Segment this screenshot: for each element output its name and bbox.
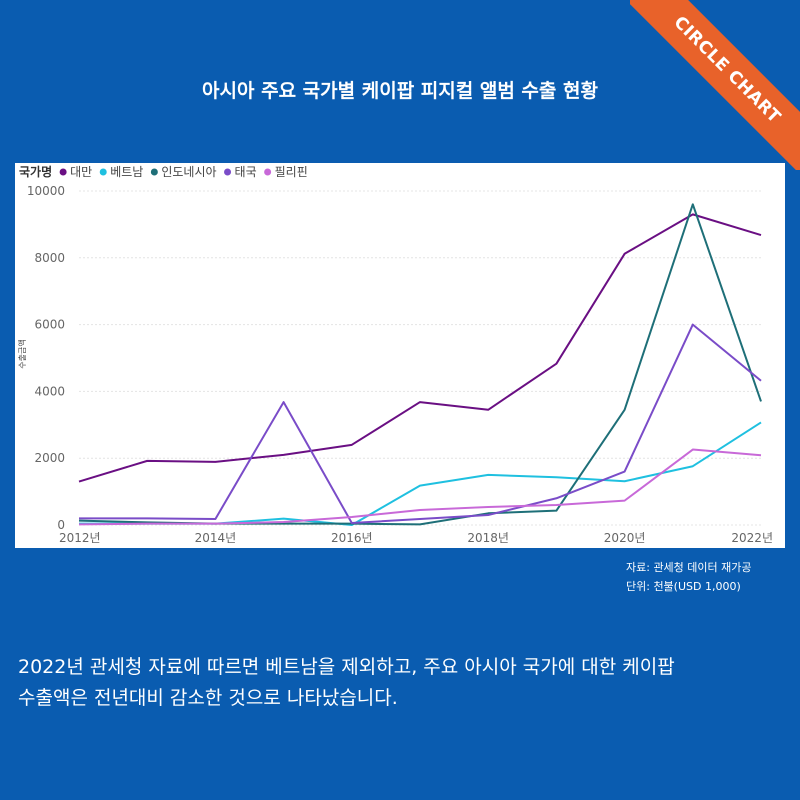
legend-label: 태국 bbox=[235, 165, 257, 179]
unit-line: 단위: 천불(USD 1,000) bbox=[626, 580, 741, 593]
x-tick-label: 2018년 bbox=[467, 531, 509, 545]
x-tick-label: 2020년 bbox=[604, 531, 646, 545]
summary-line: 2022년 관세청 자료에 따르면 베트남을 제외하고, 주요 아시아 국가에 … bbox=[18, 656, 675, 678]
x-tick-label: 2014년 bbox=[195, 531, 237, 545]
y-tick-label: 0 bbox=[57, 518, 65, 532]
y-tick-label: 8000 bbox=[34, 251, 65, 265]
legend-swatch bbox=[264, 168, 272, 176]
legend-label: 대만 bbox=[70, 165, 92, 179]
source-note: 자료: 관세청 데이터 재가공 단위: 천불(USD 1,000) bbox=[626, 558, 752, 596]
source-line: 자료: 관세청 데이터 재가공 bbox=[626, 561, 752, 574]
legend-swatch bbox=[99, 168, 107, 176]
page-title: 아시아 주요 국가별 케이팝 피지컬 앨범 수출 현황 bbox=[202, 80, 598, 102]
x-tick-label: 2012년 bbox=[59, 531, 101, 545]
series-line bbox=[78, 448, 762, 526]
legend-label: 필리핀 bbox=[275, 165, 308, 179]
legend-label: 베트남 bbox=[110, 165, 143, 179]
legend-title: 국가명 bbox=[19, 164, 52, 179]
y-axis-label: 수출금액 bbox=[17, 339, 27, 368]
series-line bbox=[79, 323, 762, 524]
legend-swatch bbox=[224, 168, 232, 176]
y-tick-label: 10000 bbox=[27, 184, 65, 198]
series-line bbox=[78, 203, 762, 526]
chart-panel: 0 2000 4000 6000 8000 10000 2012년 2014년 2016년 201… bbox=[15, 163, 785, 548]
legend-swatch bbox=[150, 168, 158, 176]
summary-text: 2022년 관세청 자료에 따르면 베트남을 제외하고, 주요 아시아 국가에 … bbox=[18, 652, 788, 714]
summary-line: 수출액은 전년대비 감소한 것으로 나타났습니다. bbox=[18, 687, 398, 709]
line-chart: 0 2000 4000 6000 8000 10000 2012년 2014년 2016년 201… bbox=[17, 164, 773, 545]
y-tick-label: 6000 bbox=[34, 318, 65, 332]
legend-label: 인도네시아 bbox=[161, 165, 216, 179]
series-line bbox=[78, 213, 762, 483]
x-tick-label: 2016년 bbox=[331, 531, 373, 545]
legend-swatch bbox=[59, 168, 67, 176]
y-tick-label: 2000 bbox=[34, 451, 65, 465]
x-tick-label: 2022년 bbox=[731, 531, 773, 545]
y-tick-label: 4000 bbox=[34, 384, 65, 398]
